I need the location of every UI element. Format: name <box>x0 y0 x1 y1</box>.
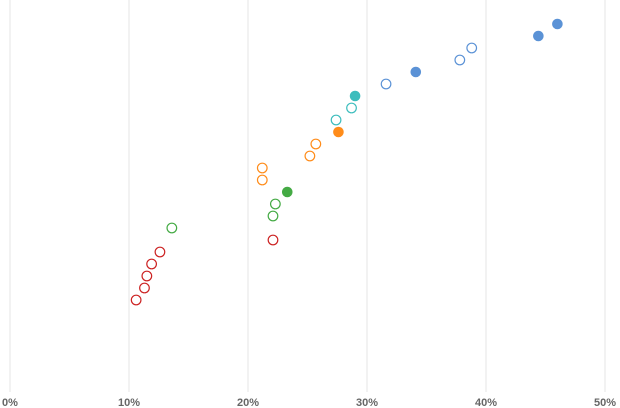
x-tick-label-1: 10% <box>118 397 140 408</box>
point-s4-4 <box>533 30 544 42</box>
point-s1-3 <box>281 186 293 198</box>
grid-lines <box>9 0 606 392</box>
x-tick-label-0: 0% <box>2 397 18 408</box>
point-s0-0 <box>130 294 142 306</box>
point-s2-0 <box>256 174 268 186</box>
point-s0-5 <box>267 234 279 246</box>
point-s0-4 <box>154 246 166 258</box>
point-s2-3 <box>310 138 322 150</box>
point-s1-2 <box>269 198 281 210</box>
point-s0-2 <box>141 270 153 282</box>
point-s2-4 <box>333 126 344 138</box>
point-s4-0 <box>380 78 392 90</box>
x-axis-tick-labels: 0% 10% 20% 30% 40% 50% <box>2 397 616 408</box>
point-s4-5 <box>552 18 563 30</box>
point-s1-1 <box>267 210 279 222</box>
point-s4-3 <box>466 42 478 54</box>
point-s4-1 <box>410 66 422 78</box>
point-s1-0 <box>166 222 178 234</box>
point-s2-1 <box>256 162 268 174</box>
point-s0-3 <box>146 258 158 270</box>
x-tick-label-4: 40% <box>475 397 497 408</box>
point-s4-2 <box>454 54 466 66</box>
point-s3-2 <box>349 90 361 102</box>
point-s3-0 <box>330 114 342 126</box>
point-s0-1 <box>139 282 150 294</box>
point-s3-1 <box>346 102 357 114</box>
point-s2-2 <box>304 150 316 162</box>
x-tick-label-5: 50% <box>594 397 616 408</box>
x-tick-label-2: 20% <box>237 397 259 408</box>
x-tick-label-3: 30% <box>356 397 378 408</box>
data-points <box>130 18 563 306</box>
